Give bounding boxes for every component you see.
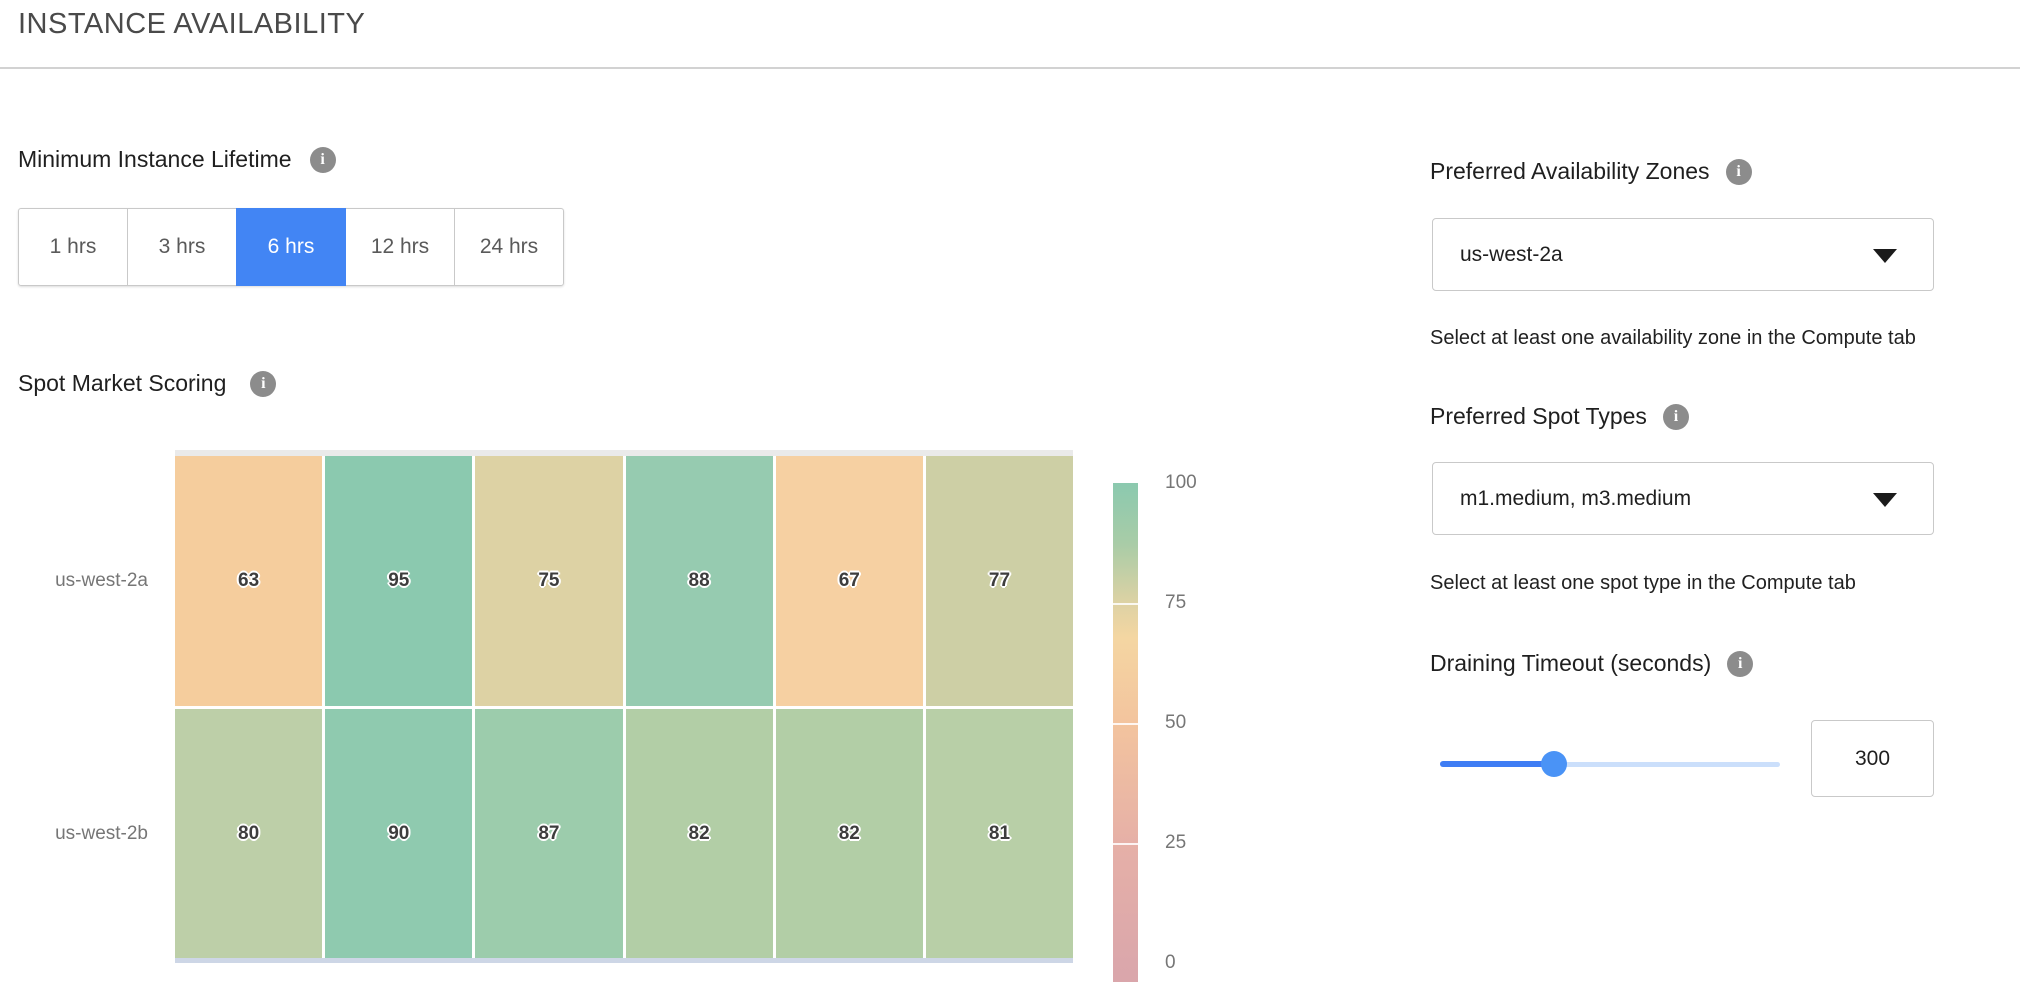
draining-timeout-label-text: Draining Timeout (seconds)	[1430, 650, 1712, 676]
heatmap-cell-us-west-2b-col3: 87	[475, 709, 623, 958]
lifetime-option-3-hrs[interactable]: 3 hrs	[127, 208, 237, 286]
dropdown-caret-icon	[1873, 248, 1897, 263]
colorbar-separator	[1113, 843, 1138, 845]
info-icon[interactable]: i	[250, 370, 277, 397]
lifetime-option-12-hrs[interactable]: 12 hrs	[345, 208, 455, 286]
slider-thumb[interactable]	[1541, 751, 1567, 777]
minimum-instance-lifetime-label: Minimum Instance Lifetime i	[18, 146, 336, 173]
lifetime-option-6-hrs[interactable]: 6 hrs	[236, 208, 346, 286]
preferred-availability-zones-label-text: Preferred Availability Zones	[1430, 158, 1710, 184]
heatmap-cell-us-west-2a-col3: 75	[475, 456, 623, 706]
heatmap-cell-us-west-2a-col4: 88	[625, 456, 773, 706]
slider-fill	[1440, 761, 1554, 767]
draining-timeout-slider[interactable]	[1440, 744, 1780, 784]
lifetime-option-24-hrs[interactable]: 24 hrs	[454, 208, 564, 286]
heatmap-cell-us-west-2b-col4: 82	[625, 709, 773, 958]
heatmap-row-us-west-2a: 63 95 75 88 67 77	[175, 456, 1074, 706]
heatmap-cell-us-west-2b-col1: 80	[175, 709, 323, 958]
heatmap-cell-us-west-2b-col6: 81	[925, 709, 1074, 958]
draining-timeout-label: Draining Timeout (seconds) i	[1430, 650, 1754, 677]
preferred-spot-types-label-text: Preferred Spot Types	[1430, 403, 1647, 429]
colorbar-separator	[1113, 723, 1138, 725]
colorbar-tick-100: 100	[1165, 472, 1197, 493]
spot-market-scoring-label: Spot Market Scoring i	[18, 370, 277, 397]
colorbar-tick-75: 75	[1165, 592, 1187, 613]
info-icon[interactable]: i	[309, 146, 336, 173]
heatmap-row-us-west-2b: 80 90 87 82 82 81	[175, 709, 1074, 958]
heatmap-cell-us-west-2a-col6: 77	[925, 456, 1074, 706]
colorbar-tick-0: 0	[1165, 952, 1176, 973]
preferred-availability-zones-label: Preferred Availability Zones i	[1430, 158, 1752, 185]
availability-zones-dropdown-value: us-west-2a	[1460, 242, 1563, 266]
spot-types-dropdown-value: m1.medium, m3.medium	[1460, 486, 1692, 510]
heatmap-row-label-us-west-2b: us-west-2b	[55, 823, 148, 844]
colorbar-tick-50: 50	[1165, 712, 1187, 733]
page-title: INSTANCE AVAILABILITY	[18, 8, 366, 40]
spot-market-scoring-heatmap: 63 95 75 88 67 77 80 90 87 82 82 81	[175, 450, 1074, 963]
heatmap-row-label-us-west-2a: us-west-2a	[55, 570, 148, 591]
spot-market-scoring-label-text: Spot Market Scoring	[18, 370, 227, 396]
availability-zones-dropdown[interactable]: us-west-2a	[1432, 218, 1934, 291]
dropdown-caret-icon	[1873, 492, 1897, 507]
spot-types-helper-text: Select at least one spot type in the Com…	[1430, 572, 1856, 594]
header-divider	[0, 67, 2020, 69]
heatmap-top-strip	[175, 450, 1073, 456]
lifetime-button-group: 1 hrs 3 hrs 6 hrs 12 hrs 24 hrs	[18, 208, 564, 286]
heatmap-grid: 63 95 75 88 67 77 80 90 87 82 82 81	[175, 456, 1074, 958]
preferred-spot-types-label: Preferred Spot Types i	[1430, 403, 1689, 430]
colorbar-tick-25: 25	[1165, 832, 1187, 853]
heatmap-cell-us-west-2b-col2: 90	[325, 709, 473, 958]
lifetime-option-1-hrs[interactable]: 1 hrs	[18, 208, 128, 286]
colorbar-separator	[1113, 603, 1138, 605]
availability-zones-helper-text: Select at least one availability zone in…	[1430, 327, 1916, 349]
heatmap-colorbar	[1113, 483, 1138, 982]
info-icon[interactable]: i	[1725, 158, 1752, 185]
heatmap-cell-us-west-2a-col1: 63	[175, 456, 323, 706]
draining-timeout-input[interactable]	[1811, 720, 1934, 797]
spot-types-dropdown[interactable]: m1.medium, m3.medium	[1432, 462, 1934, 535]
heatmap-cell-us-west-2a-col5: 67	[775, 456, 923, 706]
minimum-instance-lifetime-label-text: Minimum Instance Lifetime	[18, 146, 292, 172]
heatmap-cell-us-west-2b-col5: 82	[775, 709, 923, 958]
info-icon[interactable]: i	[1727, 650, 1754, 677]
slider-track[interactable]	[1440, 762, 1780, 767]
info-icon[interactable]: i	[1662, 403, 1689, 430]
heatmap-cell-us-west-2a-col2: 95	[325, 456, 473, 706]
heatmap-axis-strip	[175, 958, 1073, 963]
